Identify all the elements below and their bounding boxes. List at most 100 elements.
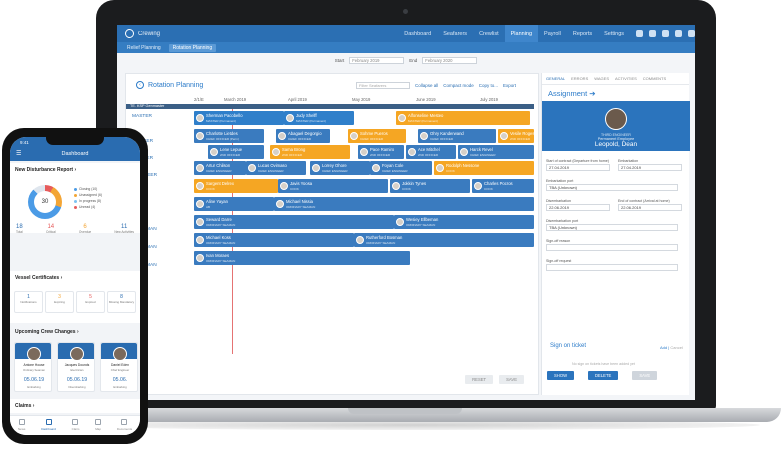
end-contract-field[interactable]: 22.06.2019: [618, 204, 682, 211]
cert-title[interactable]: Vessel Certificates ›: [15, 275, 63, 281]
filter-input[interactable]: Filter Seafarers: [356, 81, 410, 89]
crew-name: Lorrey Ohore: [322, 163, 347, 168]
stat-item[interactable]: 18 Total: [16, 224, 23, 234]
crew-assignment-bar[interactable]: Rodolph Nessone COOK: [434, 161, 534, 175]
add-icon[interactable]: [636, 30, 643, 37]
crew-assignment-bar[interactable]: Pace Ramiro 2ND OFFICER: [358, 145, 404, 159]
tab-comments[interactable]: COMMENTS: [642, 76, 667, 81]
delete-button[interactable]: DELETE: [588, 371, 619, 380]
disembarkation-field[interactable]: 22.06.2019: [546, 204, 610, 211]
crew-assignment-bar[interactable]: Foyan Cole CHIEF ENGINEER: [370, 161, 432, 175]
tab-errors[interactable]: ERRORS: [571, 76, 589, 81]
phone-tab-documents[interactable]: Documents: [117, 416, 132, 435]
vessel-row[interactable]: TE. KSP Genmaster: [126, 104, 534, 109]
tab-activities[interactable]: ACTIVITIES: [615, 76, 637, 81]
embarkation-field[interactable]: 27.04.2019: [618, 164, 682, 171]
cert-card[interactable]: 5 Expired: [76, 291, 105, 313]
crew-assignment-bar[interactable]: Abagael Degorgio CHIEF OFFICER: [276, 129, 330, 143]
reset-button[interactable]: RESET: [465, 375, 494, 384]
crew-assignment-bar[interactable]: Vesile Roges 2ND OFFICER: [498, 129, 534, 143]
tab-general[interactable]: GENERAL: [546, 76, 566, 81]
disembarkation-port-field[interactable]: TBA (Unknown): [546, 224, 678, 231]
tool-copy-to[interactable]: Copy to...: [478, 82, 499, 88]
back-arrow-icon[interactable]: ‹: [136, 81, 144, 89]
stat-item[interactable]: 6 Overdue: [79, 224, 91, 234]
crew-assignment-bar[interactable]: Charles Pocros COOK: [472, 179, 534, 193]
signoff-reason-field[interactable]: [546, 244, 678, 251]
phone-tab-map[interactable]: Map: [95, 416, 102, 435]
user-avatar-icon[interactable]: [688, 30, 695, 37]
cert-card[interactable]: 3 Expiring: [45, 291, 74, 313]
sign-add-link[interactable]: Add: [660, 345, 668, 350]
subnav-relief-planning[interactable]: Relief Planning: [127, 44, 161, 51]
nav-seafarers[interactable]: Seafarers: [443, 30, 468, 37]
phone-tab-claim[interactable]: Claim: [72, 416, 79, 435]
crew-card-avatar: [27, 347, 41, 361]
nav-settings[interactable]: Settings: [604, 30, 624, 37]
crew-assignment-bar[interactable]: Lucas Ovimaso CHIEF ENGINEER: [246, 161, 306, 175]
crew-rank: ORDINARY SEAMAN: [206, 223, 236, 227]
cert-card[interactable]: 8 Missing Mandatory: [107, 291, 136, 313]
start-contract-field[interactable]: 27.04.2019: [546, 164, 610, 171]
signoff-request-field[interactable]: [546, 264, 678, 271]
crew-name: Sargent Delrex: [206, 181, 234, 186]
crew-assignment-bar[interactable]: Lene Lepue 2ND OFFICER: [208, 145, 264, 159]
cert-card[interactable]: 1 Notifications: [14, 291, 43, 313]
stat-item[interactable]: 14 Critical: [46, 224, 56, 234]
crew-assignment-bar[interactable]: Rutherford Bosman ORDINARY SEAMAN: [354, 233, 534, 247]
menu-icon[interactable]: ☰: [16, 151, 22, 157]
crew-title[interactable]: Upcoming Crew Changes ›: [15, 329, 79, 335]
crew-assignment-bar[interactable]: Sohme Pueros CHIEF OFFICER: [348, 129, 406, 143]
crew-assignment-bar[interactable]: Harck Revel CHIEF ENGINEER: [458, 145, 534, 159]
crew-assignment-bar[interactable]: Charlotte Lietdes CHIEF OFFICER (Perm): [194, 129, 264, 143]
crew-assignment-bar[interactable]: Alfonseline Mesteo MASTER (Permanent): [396, 111, 530, 125]
signoff-request-label: Sign-off request: [546, 259, 572, 263]
sign-cancel-link[interactable]: Cancel: [670, 345, 683, 350]
grid-icon[interactable]: [649, 30, 656, 37]
bell-icon[interactable]: [662, 30, 669, 37]
show-button[interactable]: SHOW: [547, 371, 575, 380]
crew-assignment-bar[interactable]: Sama Brong 2ND OFFICER: [270, 145, 350, 159]
save-button[interactable]: SAVE: [499, 375, 524, 384]
crew-change-card[interactable]: Jacques Dounds Electrician 05.06.19 Disemba…: [57, 342, 95, 392]
phone-tab-news[interactable]: News: [18, 416, 25, 435]
crew-assignment-bar[interactable]: Javis Yoosa COOK: [278, 179, 388, 193]
tool-export[interactable]: Export: [503, 82, 517, 88]
legend-item: Closing (10): [74, 187, 102, 193]
crew-assignment-bar[interactable]: Ohry Kanderwand CHIEF OFFICER: [418, 129, 496, 143]
crew-assignment-bar[interactable]: Jokkin Tynes COOK: [390, 179, 470, 193]
start-date-field[interactable]: February 2019: [349, 56, 405, 64]
nav-planning[interactable]: Planning: [504, 25, 539, 42]
crew-assignment-bar[interactable]: Judy Shelff MASTER (Permanent): [284, 111, 354, 125]
crew-assignment-bar[interactable]: Sherman Pacobello MASTER (Permanent): [194, 111, 284, 125]
tool-compact-mode[interactable]: Compact mode: [443, 82, 474, 88]
crew-assignment-bar[interactable]: Seward Darre ORDINARY SEAMAN: [194, 215, 394, 229]
crew-assignment-bar[interactable]: Sargent Delrex COOK: [194, 179, 278, 193]
tab-wages[interactable]: WAGES: [594, 76, 609, 81]
save-button[interactable]: SAVE: [632, 371, 658, 380]
crew-assignment-bar[interactable]: Ivan Moraes ORDINARY SEAMAN: [194, 251, 410, 265]
brand[interactable]: Crewing: [117, 29, 398, 38]
crew-assignment-bar[interactable]: Artur Chilson CHIEF ENGINEER: [194, 161, 246, 175]
subnav-rotation-planning[interactable]: Rotation Planning: [168, 43, 217, 52]
nav-reports[interactable]: Reports: [572, 30, 593, 37]
tool-collapse-all[interactable]: Collapse all: [415, 82, 439, 88]
phone-tab-dashboard[interactable]: Dashboard: [41, 416, 56, 435]
end-date-field[interactable]: February 2020: [422, 56, 478, 64]
crew-assignment-bar[interactable]: Aline Yayan AB: [194, 197, 274, 211]
crew-change-card[interactable]: Daniel Eden Chief Engineer 05.06. Embarking: [100, 342, 138, 392]
crew-assignment-bar[interactable]: Michael Koss ORDINARY SEAMAN: [194, 233, 354, 247]
nav-dashboard[interactable]: Dashboard: [404, 30, 432, 37]
crew-assignment-bar[interactable]: Michael Nissia ORDINARY SEAMAN: [274, 197, 534, 211]
nav-payroll[interactable]: Payroll: [544, 30, 561, 37]
crew-assignment-bar[interactable]: Ace Mitchel 2ND OFFICER: [406, 145, 456, 159]
embarkation-port-field[interactable]: TBA (Unknown): [546, 184, 678, 191]
nav-crewlist[interactable]: Crewlist: [479, 30, 499, 37]
report-title[interactable]: New Disturbance Report ›: [15, 167, 77, 173]
claims-title[interactable]: Claims ›: [15, 403, 35, 409]
crew-change-card[interactable]: Antone House Ordinary Seaman 05.06.19 Embar…: [14, 342, 52, 392]
crew-assignment-bar[interactable]: Wesiey Ellbeman ORDINARY SEAMAN: [394, 215, 534, 229]
crew-assignment-bar[interactable]: Lorrey Ohore CHIEF ENGINEER: [310, 161, 370, 175]
wrench-icon[interactable]: [675, 30, 682, 37]
stat-item[interactable]: 11 New Activities: [114, 224, 134, 234]
